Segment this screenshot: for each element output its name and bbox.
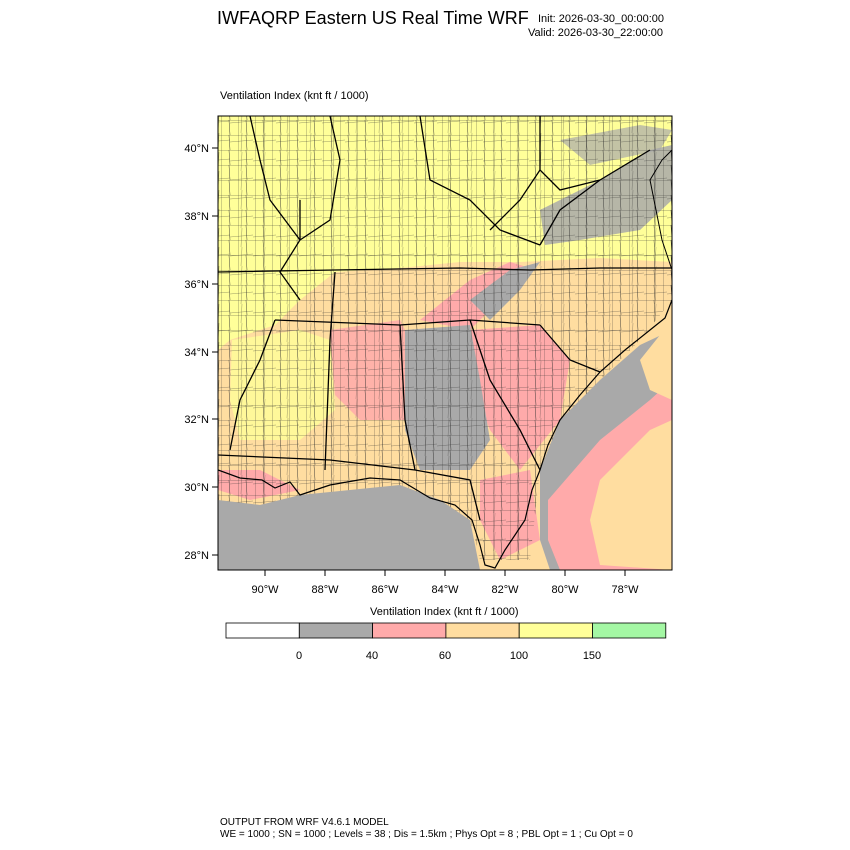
chesapeake-coast: [649, 149, 672, 271]
colorbar-tick-labels: 0 40 60 100 150: [296, 650, 601, 662]
lat-labels: 40°N 38°N 36°N 34°N 32°N 30°N 28°N: [184, 143, 209, 562]
lon-label-84w: 84°W: [431, 584, 459, 596]
colorbar: [225, 622, 667, 639]
colorbar-bin-5: [592, 622, 667, 639]
field-title: Ventilation Index (knt ft / 1000): [220, 90, 369, 102]
lon-label-86w: 86°W: [371, 584, 399, 596]
field-gray-gulf: [218, 485, 480, 570]
lon-ticks: [264, 570, 626, 576]
colorbar-tick-40: 40: [366, 650, 378, 662]
colorbar-tick-150: 150: [583, 650, 601, 662]
state-boundaries: [218, 116, 672, 521]
lat-label-38n: 38°N: [184, 211, 209, 223]
colorbar-title: Ventilation Index (knt ft / 1000): [370, 606, 519, 618]
colorbar-bin-4: [518, 622, 593, 639]
lon-label-80w: 80°W: [551, 584, 579, 596]
lat-label-28n: 28°N: [184, 550, 209, 562]
footer-config: WE = 1000 ; SN = 1000 ; Levels = 38 ; Di…: [220, 829, 633, 840]
field-orange-atlantic: [590, 420, 672, 570]
lon-label-82w: 82°W: [491, 584, 519, 596]
lat-label-32n: 32°N: [184, 414, 209, 426]
lon-labels: 90°W 88°W 86°W 84°W 82°W 80°W 78°W: [251, 584, 639, 596]
lat-label-40n: 40°N: [184, 143, 209, 155]
colorbar-bin-1: [298, 622, 373, 639]
colorbar-tick-60: 60: [439, 650, 451, 662]
footer-model: OUTPUT FROM WRF V4.6.1 MODEL: [220, 817, 389, 828]
lat-label-34n: 34°N: [184, 347, 209, 359]
ventilation-field: [218, 116, 672, 570]
lat-label-36n: 36°N: [184, 279, 209, 291]
colorbar-tick-100: 100: [510, 650, 528, 662]
coastline: [218, 299, 672, 569]
lon-label-90w: 90°W: [251, 584, 279, 596]
field-orange-nc-offshore: [640, 320, 672, 400]
county-lines-2: [218, 116, 672, 560]
main-title: IWFAQRP Eastern US Real Time WRF: [217, 8, 529, 28]
lat-label-30n: 30°N: [184, 482, 209, 494]
colorbar-tick-0: 0: [296, 650, 302, 662]
colorbar-bin-2: [372, 622, 447, 639]
valid-time: Valid: 2026-03-30_22:00:00: [528, 27, 663, 39]
init-time: Init: 2026-03-30_00:00:00: [538, 13, 664, 25]
lat-ticks: [212, 147, 218, 556]
colorbar-bin-3: [445, 622, 520, 639]
colorbar-bin-0: [225, 622, 300, 639]
lon-label-78w: 78°W: [611, 584, 639, 596]
lon-label-88w: 88°W: [311, 584, 339, 596]
